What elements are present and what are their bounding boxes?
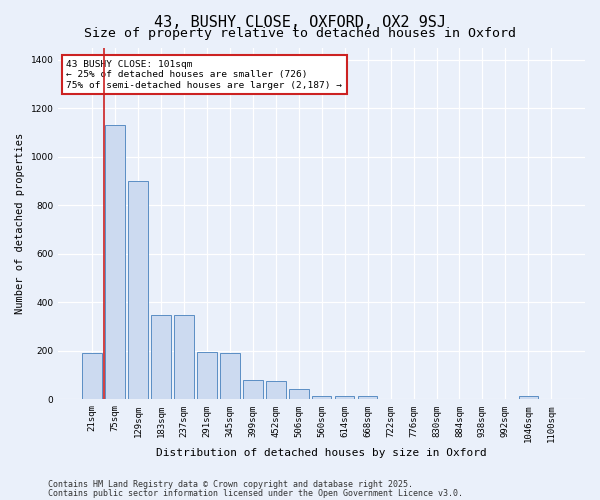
Bar xyxy=(243,380,263,400)
Bar xyxy=(289,388,308,400)
Bar xyxy=(312,396,331,400)
Text: Contains HM Land Registry data © Crown copyright and database right 2025.: Contains HM Land Registry data © Crown c… xyxy=(48,480,413,489)
Bar xyxy=(518,396,538,400)
Text: 43 BUSHY CLOSE: 101sqm
← 25% of detached houses are smaller (726)
75% of semi-de: 43 BUSHY CLOSE: 101sqm ← 25% of detached… xyxy=(67,60,343,90)
Text: 43, BUSHY CLOSE, OXFORD, OX2 9SJ: 43, BUSHY CLOSE, OXFORD, OX2 9SJ xyxy=(154,15,446,30)
Bar xyxy=(151,314,171,400)
Text: Contains public sector information licensed under the Open Government Licence v3: Contains public sector information licen… xyxy=(48,488,463,498)
Bar xyxy=(266,382,286,400)
Bar xyxy=(358,396,377,400)
Bar xyxy=(335,396,355,400)
Bar xyxy=(106,125,125,400)
Text: Size of property relative to detached houses in Oxford: Size of property relative to detached ho… xyxy=(84,28,516,40)
Bar xyxy=(197,352,217,400)
Bar xyxy=(220,354,239,400)
Y-axis label: Number of detached properties: Number of detached properties xyxy=(15,133,25,314)
Bar xyxy=(82,354,102,400)
X-axis label: Distribution of detached houses by size in Oxford: Distribution of detached houses by size … xyxy=(157,448,487,458)
Bar xyxy=(174,314,194,400)
Bar xyxy=(128,181,148,400)
